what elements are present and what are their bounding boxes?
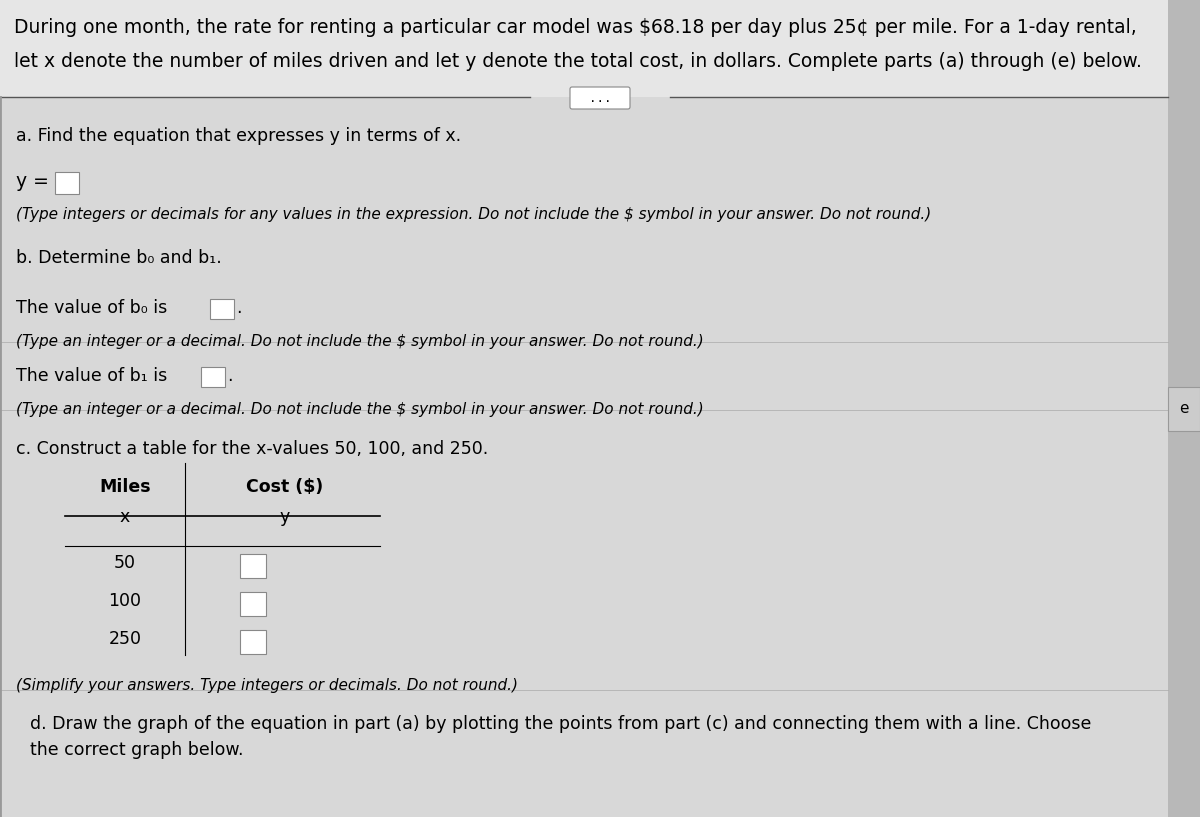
Text: The value of b₁ is: The value of b₁ is: [16, 367, 167, 385]
Text: Cost ($): Cost ($): [246, 478, 324, 496]
Text: .: .: [236, 299, 241, 317]
Text: .: .: [227, 367, 233, 385]
Text: During one month, the rate for renting a particular car model was $68.18 per day: During one month, the rate for renting a…: [14, 18, 1136, 37]
Text: let x denote the number of miles driven and let y denote the total cost, in doll: let x denote the number of miles driven …: [14, 52, 1142, 71]
Bar: [240, 592, 266, 616]
Text: 100: 100: [108, 592, 142, 610]
Text: y =: y =: [16, 172, 49, 191]
FancyBboxPatch shape: [570, 87, 630, 109]
Bar: [1168, 386, 1200, 431]
Text: (Type integers or decimals for any values in the expression. Do not include the : (Type integers or decimals for any value…: [16, 207, 931, 222]
Bar: [240, 554, 266, 578]
Text: 250: 250: [108, 630, 142, 648]
Text: 50: 50: [114, 554, 136, 572]
Bar: [55, 172, 79, 194]
Text: Miles: Miles: [100, 478, 151, 496]
Text: The value of b₀ is: The value of b₀ is: [16, 299, 167, 317]
Text: (Type an integer or a decimal. Do not include the $ symbol in your answer. Do no: (Type an integer or a decimal. Do not in…: [16, 402, 703, 417]
Text: a. Find the equation that expresses y in terms of x.: a. Find the equation that expresses y in…: [16, 127, 461, 145]
Text: b. Determine b₀ and b₁.: b. Determine b₀ and b₁.: [16, 249, 222, 267]
Text: (Simplify your answers. Type integers or decimals. Do not round.): (Simplify your answers. Type integers or…: [16, 678, 518, 693]
Text: d. Draw the graph of the equation in part (a) by plotting the points from part (: d. Draw the graph of the equation in par…: [30, 715, 1091, 759]
Text: (Type an integer or a decimal. Do not include the $ symbol in your answer. Do no: (Type an integer or a decimal. Do not in…: [16, 334, 703, 349]
Bar: [0, 0, 1200, 97]
Text: e: e: [1180, 401, 1189, 416]
Text: ...: ...: [589, 92, 611, 105]
Text: x: x: [120, 508, 130, 526]
Text: c. Construct a table for the x-values 50, 100, and 250.: c. Construct a table for the x-values 50…: [16, 440, 488, 458]
Bar: [202, 367, 226, 387]
Bar: [0, 97, 1168, 817]
Bar: [1168, 0, 1200, 817]
Bar: [240, 630, 266, 654]
Text: y: y: [280, 508, 290, 526]
Bar: [210, 299, 234, 319]
